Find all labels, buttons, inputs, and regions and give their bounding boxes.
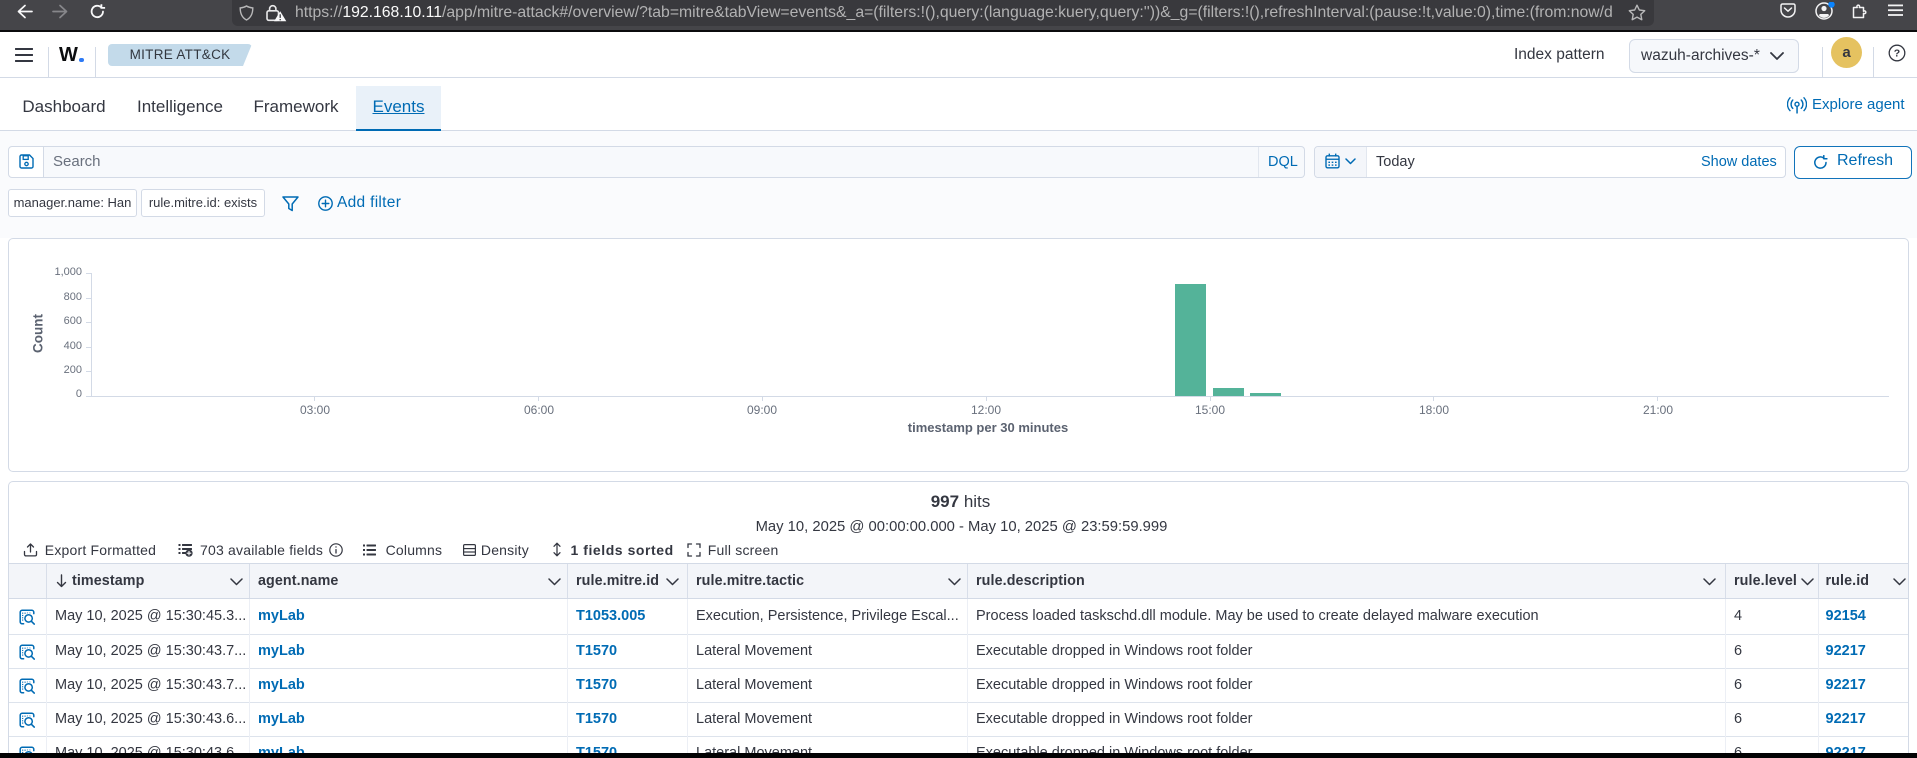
svg-text:?: ? — [1894, 48, 1900, 60]
